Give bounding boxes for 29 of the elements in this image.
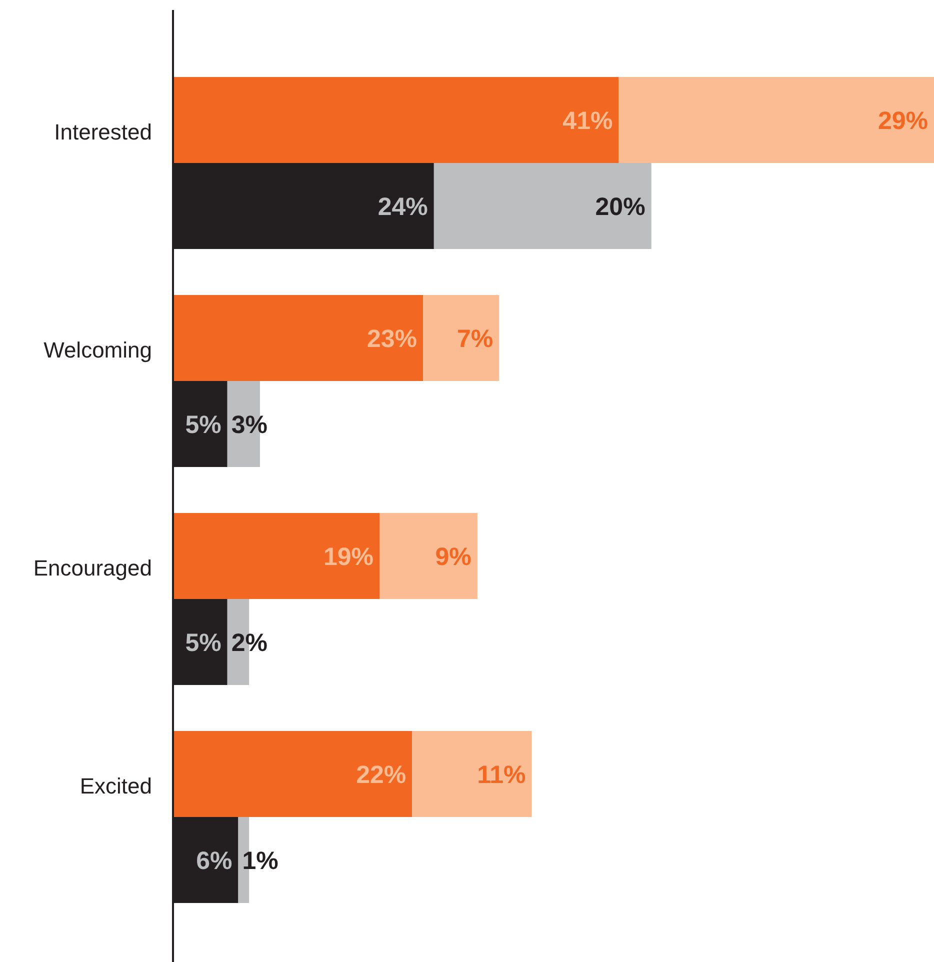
- data-label: 6%: [196, 846, 232, 875]
- bar: [173, 513, 380, 599]
- data-label: 9%: [435, 542, 472, 571]
- data-label: 11%: [477, 760, 526, 789]
- data-label: 3%: [231, 410, 268, 439]
- y-tick-label: Welcoming: [44, 338, 152, 363]
- data-label: 23%: [366, 324, 418, 353]
- bar: [173, 731, 412, 817]
- data-label: 1%: [242, 846, 278, 875]
- data-label: 2%: [231, 628, 268, 657]
- bar: [434, 163, 652, 249]
- bar: [618, 77, 934, 163]
- bar: [423, 295, 500, 381]
- data-label: 22%: [356, 760, 406, 789]
- data-label: 29%: [878, 106, 928, 135]
- data-label: 20%: [595, 192, 646, 221]
- data-label: 19%: [324, 542, 374, 571]
- bar: [380, 513, 478, 599]
- bar: [173, 295, 424, 381]
- data-label: 5%: [185, 410, 222, 439]
- data-label: 24%: [378, 192, 428, 221]
- y-tick-label: Interested: [54, 120, 152, 145]
- data-label: 5%: [185, 628, 222, 657]
- data-label: 7%: [457, 324, 494, 353]
- data-label: 41%: [562, 106, 613, 135]
- y-tick-label: Encouraged: [33, 556, 152, 581]
- bar: [173, 77, 619, 163]
- y-tick-label: Excited: [80, 774, 152, 799]
- bar: [412, 731, 532, 817]
